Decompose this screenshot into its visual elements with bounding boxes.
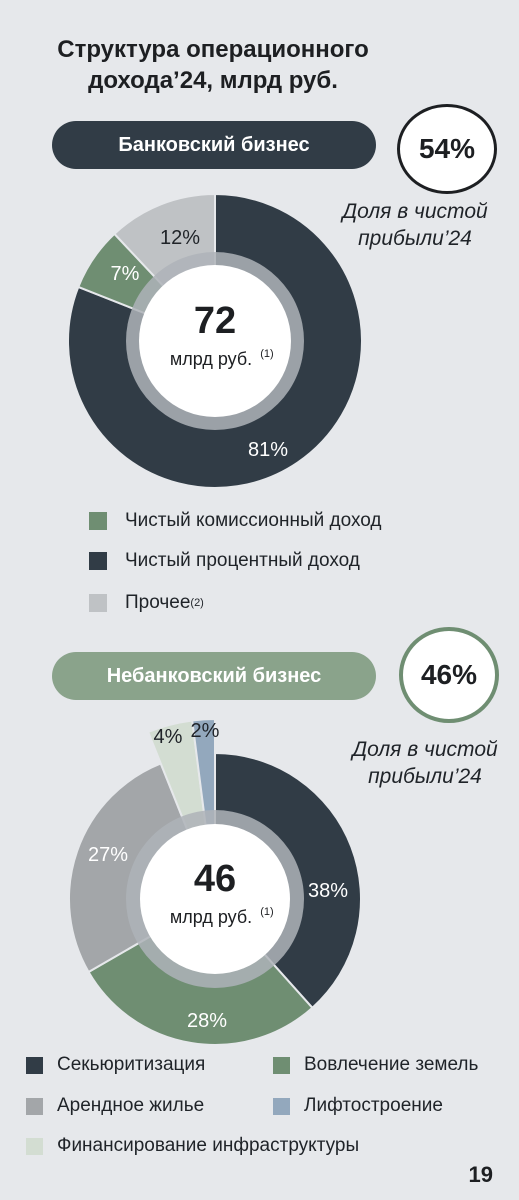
donut-slice-label: 38% <box>308 880 348 902</box>
donut-center-unit: млрд руб. <box>170 349 252 369</box>
share-caption-line-1: Доля в чистой <box>352 738 498 761</box>
donut-center-value: 46 <box>194 858 236 900</box>
share-caption-line-2: прибыли’24 <box>358 227 472 250</box>
nonbanking-share-badge: 46% <box>399 627 499 723</box>
title-line-2: дохода’24, млрд руб. <box>88 67 338 94</box>
donut-slice-label: 12% <box>160 227 200 249</box>
donut-slice-label: 81% <box>248 439 288 461</box>
donut-slice-label: 7% <box>111 263 140 285</box>
donut-center-hole <box>140 824 290 974</box>
legend-label: Чистый комиссионный доход <box>125 510 382 531</box>
legend-swatch <box>89 552 107 570</box>
nonbanking-share-caption: Доля в чистой прибыли’24 <box>330 736 519 790</box>
nonbanking-legend-item-elevators: Лифтостроение <box>273 1095 443 1117</box>
banking-legend-item-interest: Чистый процентный доход <box>89 550 360 572</box>
nonbanking-legend-item-infrastructure: Финансирование инфраструктуры <box>26 1135 359 1157</box>
donut-slice-label: 28% <box>187 1010 227 1032</box>
legend-label: Лифтостроение <box>304 1095 443 1116</box>
nonbanking-legend-item-rental: Арендное жилье <box>26 1095 204 1117</box>
page-number: 19 <box>468 1162 493 1187</box>
banking-legend-item-other: Прочее (2) <box>89 592 204 614</box>
donut-center-hole <box>139 265 291 417</box>
donut-center-value: 72 <box>194 300 236 342</box>
legend-swatch <box>273 1056 290 1074</box>
donut-slice-label: 27% <box>88 844 128 866</box>
legend-label: Вовлечение земель <box>304 1054 479 1075</box>
legend-label: Секьюритизация <box>57 1054 206 1075</box>
legend-swatch <box>273 1097 290 1115</box>
legend-swatch <box>26 1137 43 1155</box>
share-caption-line-1: Доля в чистой <box>342 200 488 223</box>
nonbanking-donut-chart: 46 млрд руб. (1) 38% 28% 27% 4% 2% <box>68 719 362 1045</box>
legend-swatch <box>89 512 107 530</box>
nonbanking-legend-item-land: Вовлечение земель <box>273 1054 478 1076</box>
page-title: Структура операционного дохода’24, млрд … <box>0 34 426 96</box>
banking-donut-chart: 72 млрд руб. (1) 81% 7% 12% <box>68 194 362 488</box>
legend-label: Арендное жилье <box>57 1095 205 1116</box>
banking-business-pill: Банковский бизнес <box>52 121 376 169</box>
share-caption-line-2: прибыли’24 <box>368 765 482 788</box>
banking-share-badge: 54% <box>397 104 497 194</box>
donut-slice-label: 4% <box>154 726 183 748</box>
donut-center-footnote: (1) <box>260 348 273 360</box>
legend-swatch <box>89 594 107 612</box>
banking-share-caption: Доля в чистой прибыли’24 <box>320 198 510 252</box>
donut-slice-label: 2% <box>191 720 220 742</box>
donut-center-unit: млрд руб. <box>170 907 252 927</box>
nonbanking-legend-item-securitization: Секьюритизация <box>26 1054 205 1076</box>
banking-legend-item-commission: Чистый комиссионный доход <box>89 510 381 532</box>
legend-label: Чистый процентный доход <box>125 550 360 571</box>
legend-label: Прочее <box>125 592 191 613</box>
legend-label: Финансирование инфраструктуры <box>57 1135 360 1156</box>
legend-swatch <box>26 1056 43 1074</box>
legend-swatch <box>26 1097 43 1115</box>
title-line-1: Структура операционного <box>57 36 369 63</box>
legend-footnote: (2) <box>190 597 204 609</box>
donut-center-footnote: (1) <box>260 906 273 918</box>
nonbanking-business-pill: Небанковский бизнес <box>52 652 376 700</box>
